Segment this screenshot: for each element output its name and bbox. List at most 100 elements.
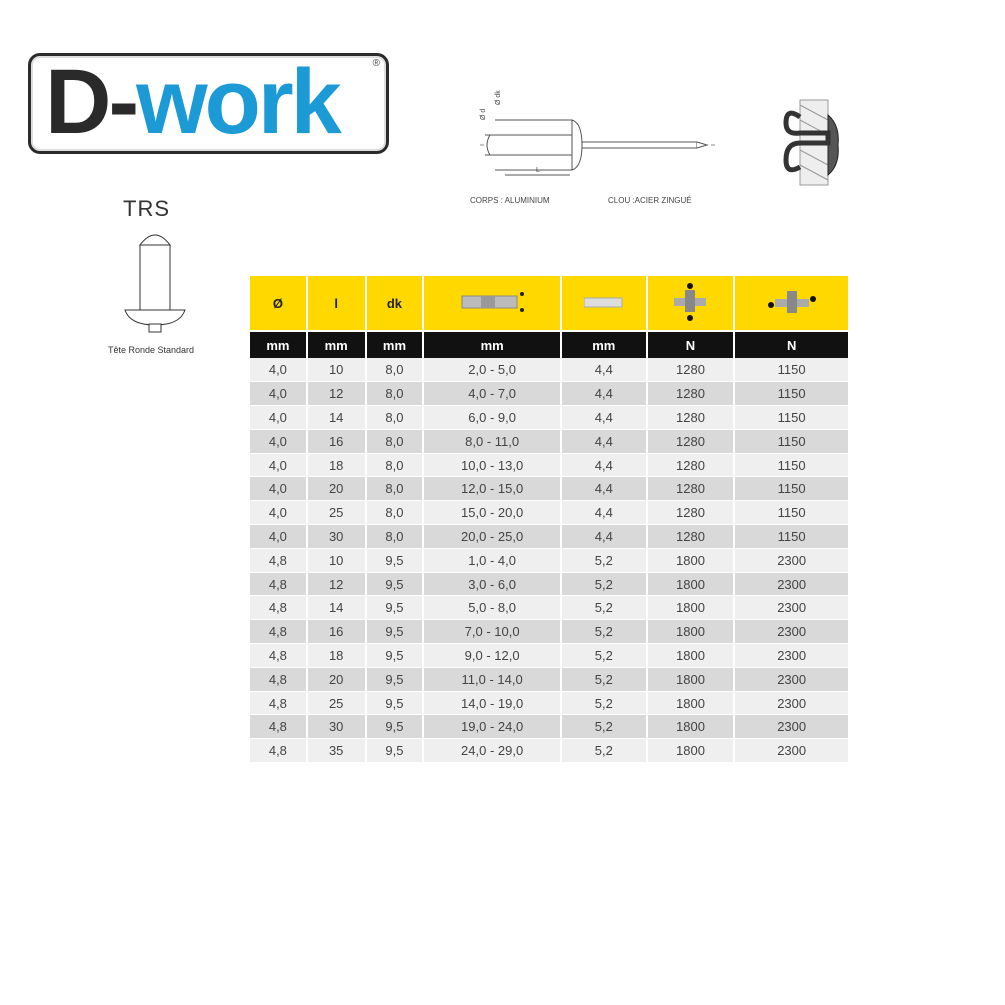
- table-cell: 12: [305, 572, 367, 597]
- table-row: 4,0 12 8,0 4,0 - 7,0 4,4 1280 1150: [248, 381, 850, 407]
- product-caption: Tête Ronde Standard: [108, 345, 195, 355]
- registered-mark: ®: [372, 58, 380, 69]
- table-cell: 1800: [645, 548, 736, 573]
- table-cell: 16: [305, 429, 367, 454]
- table-cell: 19,0 - 24,0: [422, 714, 562, 740]
- table-cell: 2300: [733, 738, 850, 764]
- mandrel-material: CLOU :ACIER ZINGUÉ: [608, 196, 692, 205]
- table-cell: 5,2: [559, 619, 648, 645]
- table-cell: 4,0: [248, 476, 308, 502]
- table-cell: 14: [305, 595, 367, 621]
- col-head-diameter: dk: [364, 276, 425, 331]
- col-tensile-force: [733, 276, 850, 331]
- table-cell: 4,0: [248, 381, 308, 407]
- table-cell: 1280: [645, 381, 736, 407]
- table-cell: 1150: [733, 476, 850, 502]
- table-cell: 8,0: [364, 429, 425, 454]
- table-cell: 5,2: [559, 714, 648, 740]
- table-cell: 8,0 - 11,0: [422, 429, 562, 454]
- table-cell: 1800: [645, 619, 736, 645]
- table-cell: 1150: [733, 524, 850, 549]
- table-cell: 9,5: [364, 595, 425, 621]
- table-cell: 5,2: [559, 548, 648, 573]
- table-cell: 4,8: [248, 738, 308, 764]
- table-cell: 1,0 - 4,0: [422, 548, 562, 573]
- brand-logo: D-work ®: [28, 51, 389, 154]
- table-cell: 1280: [645, 476, 736, 502]
- table-cell: 11,0 - 14,0: [422, 667, 562, 692]
- table-cell: 4,0: [248, 429, 308, 454]
- table-row: 4,8 30 9,5 19,0 - 24,0 5,2 1800 2300: [248, 714, 850, 740]
- table-cell: 4,4: [559, 429, 648, 454]
- table-row: 4,0 20 8,0 12,0 - 15,0 4,4 1280 1150: [248, 476, 850, 502]
- table-cell: 9,0 - 12,0: [422, 643, 562, 668]
- table-cell: 4,0: [248, 524, 308, 549]
- table-cell: 4,4: [559, 476, 648, 502]
- table-cell: 1280: [645, 358, 736, 383]
- col-diameter: Ø: [248, 276, 308, 331]
- table-cell: 4,8: [248, 691, 308, 716]
- rivet-dimension-diagram: L Ø d Ø dk: [480, 90, 715, 176]
- table-cell: 5,2: [559, 691, 648, 716]
- product-code: TRS: [123, 196, 170, 221]
- table-cell: 4,8: [248, 619, 308, 645]
- table-cell: 2300: [733, 572, 850, 597]
- table-cell: 5,2: [559, 667, 648, 692]
- table-cell: 8,0: [364, 405, 425, 430]
- table-cell: 1800: [645, 691, 736, 716]
- unit-cell: mm: [559, 330, 648, 358]
- table-row: 4,8 14 9,5 5,0 - 8,0 5,2 1800 2300: [248, 595, 850, 621]
- table-cell: 9,5: [364, 643, 425, 668]
- table-cell: 4,4: [559, 524, 648, 549]
- table-cell: 3,0 - 6,0: [422, 572, 562, 597]
- table-cell: 4,0: [248, 500, 308, 526]
- table-cell: 8,0: [364, 453, 425, 478]
- table-cell: 35: [305, 738, 367, 764]
- table-cell: 8,0: [364, 476, 425, 502]
- table-row: 4,8 20 9,5 11,0 - 14,0 5,2 1800 2300: [248, 667, 850, 692]
- table-cell: 5,2: [559, 738, 648, 764]
- table-cell: 4,4: [559, 500, 648, 526]
- unit-cell: mm: [248, 330, 308, 358]
- unit-cell: mm: [364, 330, 425, 358]
- table-cell: 4,8: [248, 667, 308, 692]
- table-row: 4,8 16 9,5 7,0 - 10,0 5,2 1800 2300: [248, 619, 850, 645]
- table-cell: 20: [305, 667, 367, 692]
- table-cell: 20,0 - 25,0: [422, 524, 562, 549]
- table-cell: 1800: [645, 595, 736, 621]
- table-cell: 5,2: [559, 643, 648, 668]
- table-cell: 7,0 - 10,0: [422, 619, 562, 645]
- table-cell: 8,0: [364, 524, 425, 549]
- table-cell: 5,2: [559, 595, 648, 621]
- table-cell: 20: [305, 476, 367, 502]
- table-cell: 4,8: [248, 643, 308, 668]
- table-cell: 10: [305, 358, 367, 383]
- rivet-spec-table: Ø l dk mm mm mm mm mm N N 4,0 10 8,0 2,0 - …: [248, 276, 850, 764]
- col-shear-force: [645, 276, 736, 331]
- table-cell: 1150: [733, 453, 850, 478]
- table-cell: 15,0 - 20,0: [422, 500, 562, 526]
- table-cell: 4,4: [559, 358, 648, 383]
- table-row: 4,0 25 8,0 15,0 - 20,0 4,4 1280 1150: [248, 500, 850, 526]
- table-cell: 1280: [645, 524, 736, 549]
- round-head-rivet-icon: [124, 234, 186, 333]
- table-cell: 4,8: [248, 595, 308, 621]
- unit-cell: N: [645, 330, 736, 358]
- table-row: 4,0 30 8,0 20,0 - 25,0 4,4 1280 1150: [248, 524, 850, 549]
- drill-hole-icon: [583, 297, 623, 307]
- table-cell: 2300: [733, 548, 850, 573]
- table-cell: 1280: [645, 453, 736, 478]
- table-cell: 25: [305, 500, 367, 526]
- diameter-label: Ø d: [480, 109, 487, 120]
- table-cell: 1150: [733, 358, 850, 383]
- table-cell: 1150: [733, 381, 850, 407]
- col-grip-range: [422, 276, 562, 331]
- logo-text-work: work: [136, 51, 342, 153]
- body-material: CORPS : ALUMINIUM: [470, 196, 550, 205]
- table-cell: 12: [305, 381, 367, 407]
- table-cell: 1800: [645, 572, 736, 597]
- table-cell: 6,0 - 9,0: [422, 405, 562, 430]
- table-cell: 10: [305, 548, 367, 573]
- shear-force-icon: [674, 282, 707, 321]
- table-cell: 8,0: [364, 500, 425, 526]
